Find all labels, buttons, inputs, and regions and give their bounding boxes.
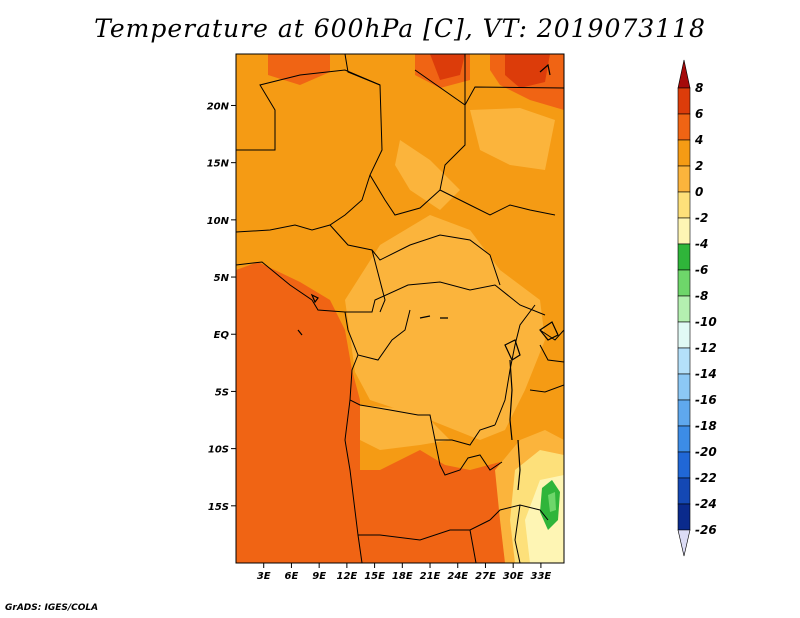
credit-text: GrADS: IGES/COLA [5,603,99,613]
colorbar-label: -4 [695,237,708,251]
colorbar-segment [677,399,691,427]
latitude-axis: 20N 15N 10N 5N EQ 5S 10S 15S [207,101,236,513]
colorbar-label: 4 [694,133,703,147]
lon-tick-label: 18E [392,571,413,582]
lat-tick-label: 20N [207,101,230,112]
temperature-field [236,54,564,563]
lat-tick-label: 5N [214,273,230,284]
lon-tick-label: 30E [503,571,524,582]
colorbar-label: -20 [695,445,717,459]
colorbar-segment [677,191,691,219]
colorbar-label: -8 [695,289,708,303]
colorbar-label: -2 [695,211,708,225]
lon-tick-label: 3E [257,571,271,582]
colorbar-label: -26 [695,523,717,537]
lon-tick-label: 33E [531,571,552,582]
colorbar-segment [677,295,691,323]
colorbar-segment [677,113,691,141]
colorbar-segment [677,503,691,531]
colorbar-segment [677,269,691,297]
lat-tick-label: EQ [214,330,230,341]
colorbar-segment [677,425,691,453]
colorbar-segment [677,243,691,271]
colorbar-label: -10 [695,315,717,329]
colorbar-segment [677,139,691,167]
country-borders [236,54,564,563]
lat-tick-label: 15N [207,159,230,170]
colorbar-segment [677,347,691,375]
colorbar-label: -16 [695,393,717,407]
colorbar-label: 6 [695,107,703,121]
colorbar-segment [677,451,691,479]
colorbar-label: -12 [695,341,717,355]
lon-tick-label: 15E [364,571,385,582]
lat-tick-label: 10S [208,445,229,456]
lon-tick-label: 12E [336,571,357,582]
colorbar-label: 8 [695,81,703,95]
colorbar-label: -24 [695,497,717,511]
lon-tick-label: 27E [475,571,496,582]
lat-tick-label: 5S [215,387,229,398]
colorbar-top-triangle [677,59,691,89]
colorbar-label: 0 [695,185,703,199]
colorbar-segment [677,165,691,193]
colorbar-segment [677,477,691,505]
longitude-axis: 3E 6E 9E 12E 15E 18E 21E 24E 27E 30E 33E [257,563,552,582]
lakes-coastlines [297,63,559,491]
map-title: Temperature at 600hPa [C], VT: 201907311… [94,14,706,43]
colorbar-label: -14 [695,367,717,381]
colorbar-bottom-triangle [677,529,691,557]
map-frame [235,53,565,564]
lon-tick-label: 6E [285,571,299,582]
lon-tick-label: 24E [447,571,468,582]
colorbar-segment [677,321,691,349]
colorbar-label: -6 [695,263,708,277]
lat-tick-label: 10N [207,216,230,227]
colorbar: 8 6 4 2 0 -2 -4 -6 -8 -10 -12 -14 -16 -18 -20 -22 -24 -26 [677,59,717,557]
colorbar-label: -22 [695,471,717,485]
colorbar-segment [677,373,691,401]
colorbar-segment [677,217,691,245]
lon-tick-label: 21E [420,571,441,582]
colorbar-segment [677,87,691,115]
colorbar-label: 2 [695,159,703,173]
colorbar-label: -18 [695,419,717,433]
lon-tick-label: 9E [312,571,326,582]
lat-tick-label: 15S [208,502,229,513]
